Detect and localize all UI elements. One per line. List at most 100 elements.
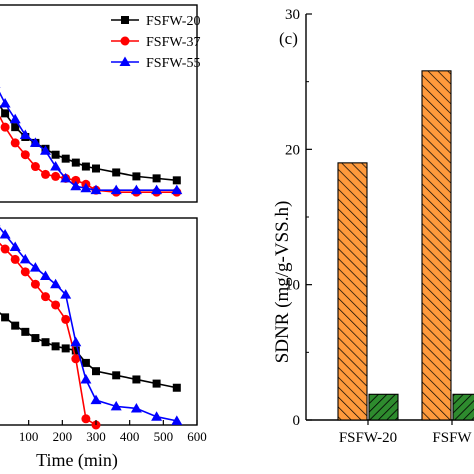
line-panel-0-series-2-point [70,180,82,191]
line-panel-0-frame [0,4,198,203]
line-panel-1-series-0-point [41,338,50,347]
bar-yaxis-label: SDNR (mg/g-VSS.h) [272,201,293,364]
line-panel-0-series-2-point [29,137,41,147]
bar-y-tick-label: 10 [285,278,300,294]
line-panel-0-series-2-point [130,184,142,195]
line-panel-1-series-1-point [51,300,61,310]
line-panel-0-series-0-point [71,158,80,167]
line-panel-1-series-1-point [71,354,81,364]
bottom-xaxis-label: Time (min) [36,450,118,471]
line-panel-0-series-0-point [92,164,100,173]
line-panel-0-series-1-point [71,175,81,185]
legend-label-2: FSFW-55 [146,56,200,71]
line-panel-0-series-0-point [172,176,181,185]
x-tick-label: 200 [53,429,73,444]
x-tick-label: 600 [187,429,207,444]
x-tick-label: 400 [120,429,140,444]
bar-panel-label: (c) [279,29,298,48]
line-panel-1-series-0-point [172,383,181,392]
line-panel-0-series-2-point [90,184,102,195]
legend-label-1: FSFW-37 [146,35,200,50]
line-panel-1-series-0-point [112,371,121,380]
line-panel-1-series-1-line [0,242,97,426]
line-panel-1-series-2-point [9,241,21,251]
line-panel-1-series-0-point [1,313,10,322]
bar-y-tick-label: 20 [285,142,300,158]
legend-marker-1 [120,36,130,46]
x-tick-label: 500 [154,429,174,444]
line-panel-1-series-2-point [0,229,11,239]
legend-label-0: FSFW-20 [146,14,200,29]
bar-category-label: FSFW [432,430,472,446]
line-panel-0-series-2-point [171,184,183,195]
line-panel-0-series-2-point [80,182,92,193]
line-panel-1-series-2-point [70,336,82,347]
line-panel-1-series-2-point [130,402,142,413]
bar-1-0 [421,70,452,421]
line-panel-1-series-2-point [151,411,163,421]
line-panel-0-series-0-point [11,123,20,132]
legend-marker-2 [119,56,131,66]
line-panel-0-series-1-point [20,150,30,160]
line-panel-1-series-0-point [81,358,90,367]
line-panel-0-series-2-point [0,98,11,108]
line-panel-1-series-0-point [92,367,100,376]
x-tick-label: 300 [86,429,106,444]
line-panel-1-series-2-line [0,227,177,422]
line-panel-0-series-0-point [81,162,90,171]
line-panel-1-series-2-point [90,394,102,405]
line-panel-1-series-0-point [61,344,70,353]
bar-category-label: FSFW-20 [339,430,397,446]
line-panel-0-series-0-point [112,168,121,177]
line-panel-1-series-0-point [71,346,80,355]
line-panel-1-series-0-point [132,375,141,384]
bar-1-1 [452,393,474,421]
line-panel-0-series-2-point [40,145,51,155]
bar-0-1 [368,393,399,421]
line-panel-1-series-1-point [41,292,50,302]
line-panel-0-series-2-point [19,129,31,140]
line-panel-0-series-0-point [132,172,141,181]
line-panel-0-series-1-point [30,162,40,172]
line-panel-1-series-1-point [30,279,40,289]
line-panel-1-series-2-point [171,415,183,425]
line-panel-0-series-2-point [110,184,122,195]
line-panel-1-series-2-point [60,289,72,299]
line-panel-1-series-0-point [21,327,30,336]
line-panel-0-series-2-point [151,184,163,195]
line-panel-1-series-1-point [20,267,30,277]
line-panel-1-series-0-point [31,334,40,343]
line-panel-0: FSFW-20 FSFW-37 FSFW-55 [0,4,200,203]
line-panel-0-series-0-point [51,150,60,159]
line-panel-0-series-1-point [10,138,20,148]
line-panel-0-series-2-point [0,86,1,88]
line-panel-1-series-2-point [29,262,41,272]
line-panel-1-series-2-point [80,373,92,384]
line-panel-0-series-0-point [152,174,161,183]
line-panel-0-series-0-point [61,154,70,163]
line-panel-0-series-1-point [41,169,50,179]
line-panel-1-series-1-point [10,254,20,264]
bar-panel: 0 10 20 30 FSFW-20 FSFW [285,7,474,446]
line-panel-0-series-1-point [0,122,10,132]
bar-y-tick-label: 30 [285,7,300,23]
bar-y-tick-label: 0 [293,413,301,429]
line-panel-0-series-1-point [51,171,61,181]
line-panel-0-series-1-line [0,115,177,193]
x-tick-label: 100 [19,429,39,444]
line-panel-0-series-2-point [60,172,72,183]
line-panel-0-series-2-point [50,161,62,171]
line-panel-0-series-0-point [1,109,10,118]
line-panel-1-frame [0,217,198,426]
line-panel-1-series-2-point [110,400,122,411]
line-panel-1-series-0-point [152,379,161,388]
bar-0-0 [337,162,368,421]
line-panel-0-series-2-point [9,113,21,124]
line-panel-1-series-2-point [19,253,31,264]
legend-marker-0 [121,16,129,24]
line-panel-1-series-1-point [81,414,91,424]
line-panel-1-series-0-line [0,312,177,389]
line-panel-1: 100 200 300 400 500 600 [0,217,207,444]
line-panel-1-series-1-point [61,314,71,324]
